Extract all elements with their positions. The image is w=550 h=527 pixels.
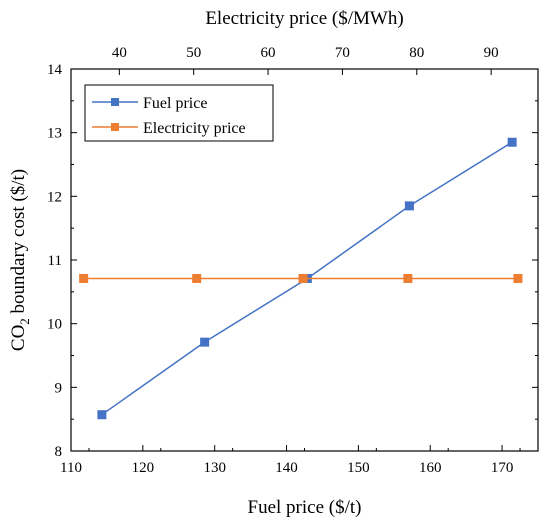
ticks-layer: 110 120 130 140 150 160 170 40 50 60 70 80 90 8 9 10 11 1…	[47, 45, 538, 476]
y-axis-title-subscript: 2	[17, 318, 32, 325]
data-point-electricity-price	[513, 273, 523, 283]
y-tick-label: 8	[55, 444, 63, 460]
legend-marker-electricity-price	[111, 123, 119, 131]
data-point-electricity-price	[403, 273, 413, 283]
series-layer	[79, 137, 523, 420]
data-point-fuel-price	[404, 201, 414, 211]
x-tick-label: 160	[419, 460, 442, 476]
x-tick-label: 130	[203, 460, 226, 476]
y-tick-label: 10	[47, 317, 62, 333]
data-point-fuel-price	[200, 337, 210, 347]
x2-tick-label: 40	[112, 45, 127, 61]
x2-tick-label: 70	[335, 45, 350, 61]
legend-label-fuel-price: Fuel price	[143, 95, 207, 112]
x2-tick-label: 90	[484, 45, 499, 61]
legend-marker-fuel-price	[111, 98, 119, 106]
data-point-electricity-price	[192, 273, 202, 283]
y-tick-label: 9	[55, 380, 63, 396]
data-point-electricity-price	[298, 273, 308, 283]
y-tick-label: 13	[47, 126, 62, 142]
x-tick-label: 170	[491, 460, 514, 476]
x-tick-label: 140	[275, 460, 298, 476]
x2-tick-label: 80	[409, 45, 424, 61]
x2-axis-title: Electricity price ($/MWh)	[205, 8, 403, 29]
y-tick-label: 11	[48, 253, 62, 269]
x-axis-title: Fuel price ($/t)	[248, 497, 362, 518]
y-tick-label: 12	[47, 189, 62, 205]
legend: Fuel price Electricity price	[84, 84, 274, 142]
y-axis-title-prefix: CO	[8, 325, 29, 351]
x-tick-label: 150	[347, 460, 370, 476]
legend-label-electricity-price: Electricity price	[143, 120, 246, 137]
x2-tick-label: 60	[261, 45, 276, 61]
legend-box	[84, 84, 274, 142]
data-point-fuel-price	[97, 410, 107, 420]
y-tick-label: 14	[47, 62, 63, 78]
x-tick-label: 120	[132, 460, 155, 476]
data-point-fuel-price	[507, 137, 517, 147]
x2-tick-label: 50	[186, 45, 201, 61]
x-tick-label: 110	[60, 460, 82, 476]
y-axis-title-suffix: boundary cost ($/t)	[8, 169, 29, 318]
y-axis-title: CO2 boundary cost ($/t)	[8, 169, 32, 351]
data-point-electricity-price	[79, 273, 89, 283]
